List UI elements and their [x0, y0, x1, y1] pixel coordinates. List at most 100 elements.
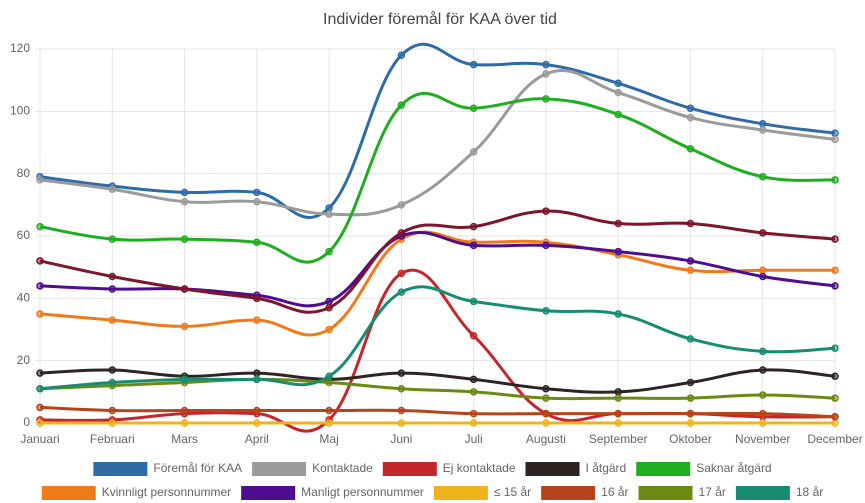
- x-tick-label: Augusti: [526, 432, 566, 446]
- data-point: [469, 331, 478, 340]
- data-point: [397, 269, 406, 278]
- data-point: [108, 285, 117, 293]
- legend-label: I åtgärd: [586, 461, 627, 475]
- data-point: [180, 235, 189, 243]
- legend-label: Manligt personnummer: [301, 485, 424, 499]
- data-point: [253, 419, 261, 427]
- data-point: [180, 406, 189, 415]
- data-point: [36, 176, 44, 184]
- data-point: [614, 110, 622, 119]
- legend-swatch: [525, 462, 580, 476]
- legend-item: Ej kontaktade: [382, 461, 516, 476]
- data-point: [614, 79, 622, 88]
- legend-label: 17 år: [699, 485, 726, 499]
- y-tick-label: 0: [23, 415, 30, 429]
- data-point: [108, 378, 117, 387]
- data-point: [253, 294, 261, 303]
- data-point: [686, 409, 695, 418]
- x-tick-label: Oktober: [669, 432, 712, 446]
- data-point: [253, 197, 261, 206]
- data-point: [686, 419, 695, 427]
- data-point: [108, 235, 117, 243]
- x-tick-label: Februari: [90, 432, 135, 446]
- data-point: [180, 188, 189, 197]
- data-point: [325, 247, 333, 256]
- data-point: [180, 285, 189, 293]
- data-point: [325, 419, 333, 427]
- legend-label: 18 år: [796, 485, 823, 499]
- legend-item: 18 år: [735, 485, 823, 500]
- data-point: [397, 229, 406, 237]
- data-point: [831, 344, 839, 352]
- data-point: [36, 419, 44, 427]
- data-point: [614, 409, 622, 418]
- data-point: [831, 394, 839, 402]
- data-point: [108, 419, 117, 427]
- legend-item: Manligt personnummer: [241, 485, 424, 500]
- data-point: [758, 173, 767, 181]
- data-point: [469, 409, 478, 418]
- data-point: [469, 222, 478, 231]
- x-tick-label: Juni: [390, 432, 412, 446]
- data-point: [469, 388, 478, 396]
- data-point: [831, 266, 839, 275]
- data-point: [253, 188, 261, 197]
- data-point: [542, 70, 550, 78]
- data-point: [469, 375, 478, 384]
- data-point: [397, 419, 406, 427]
- data-point: [542, 384, 550, 393]
- data-point: [36, 403, 44, 412]
- data-point: [397, 201, 406, 209]
- data-point: [758, 419, 767, 427]
- data-point: [397, 369, 406, 377]
- x-tick-label: Maj: [319, 432, 338, 446]
- data-point: [686, 378, 695, 387]
- legend-label: Kvinnligt personnummer: [102, 485, 231, 499]
- x-tick-label: September: [589, 432, 648, 446]
- data-point: [686, 266, 695, 275]
- data-point: [469, 60, 478, 69]
- legend-label: Ej kontaktade: [443, 461, 516, 475]
- data-point: [325, 297, 333, 306]
- data-point: [686, 394, 695, 402]
- data-point: [108, 406, 117, 415]
- data-point: [469, 297, 478, 306]
- legend-swatch: [241, 486, 296, 500]
- data-point: [758, 409, 767, 418]
- data-point: [831, 129, 839, 137]
- data-point: [469, 148, 478, 156]
- data-point: [542, 394, 550, 402]
- data-point: [614, 247, 622, 256]
- data-point: [397, 406, 406, 415]
- data-point: [614, 88, 622, 97]
- data-point: [325, 406, 333, 415]
- legend-swatch: [252, 462, 307, 476]
- legend-item: Saknar åtgärd: [636, 461, 772, 476]
- data-point: [542, 241, 550, 250]
- x-tick-label: April: [245, 432, 269, 446]
- legend-swatch: [382, 462, 437, 476]
- data-point: [614, 388, 622, 396]
- legend-label: Kontaktade: [312, 461, 373, 475]
- data-point: [614, 394, 622, 402]
- data-point: [253, 369, 261, 377]
- x-tick-label: November: [735, 432, 790, 446]
- data-point: [253, 406, 261, 415]
- legend-item: Föremål för KAA: [93, 461, 242, 476]
- data-point: [758, 266, 767, 275]
- data-point: [469, 419, 478, 427]
- data-point: [180, 197, 189, 206]
- legend-swatch: [636, 462, 691, 476]
- data-point: [397, 51, 406, 59]
- series-line: [39, 230, 836, 308]
- data-point: [325, 378, 333, 387]
- data-point: [325, 204, 333, 212]
- series-line: [39, 68, 836, 217]
- data-point: [686, 113, 695, 122]
- legend-item: ≤ 15 år: [433, 485, 531, 500]
- data-point: [758, 272, 767, 281]
- data-point: [542, 409, 550, 418]
- legend-swatch: [541, 486, 596, 500]
- legend-item: 17 år: [638, 485, 726, 500]
